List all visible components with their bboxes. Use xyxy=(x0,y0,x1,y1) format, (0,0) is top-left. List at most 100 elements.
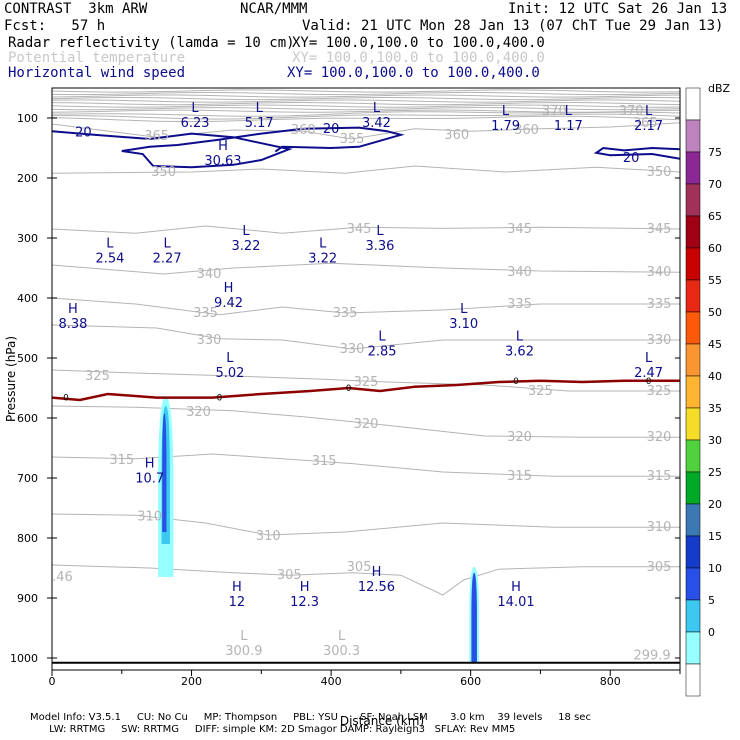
x-tick-label: 200 xyxy=(181,675,202,688)
colorbar-level: 15 xyxy=(708,530,722,543)
extremum-value: 2.27 xyxy=(153,251,182,266)
y-tick-label: 300 xyxy=(17,232,38,245)
colorbar-level: 45 xyxy=(708,338,722,351)
extremum-value: 10.7 xyxy=(135,472,164,487)
colorbar-swatch xyxy=(685,343,701,377)
theta-contour xyxy=(52,453,680,477)
y-tick-label: 100 xyxy=(17,112,38,125)
extremum-value: 6.23 xyxy=(181,116,210,131)
colorbar-level: 70 xyxy=(708,178,722,191)
theta-label: 330 xyxy=(647,333,672,348)
wind-label: 20 xyxy=(323,122,340,137)
colorbar-swatch xyxy=(685,215,701,249)
theta-label: 360 xyxy=(444,128,469,143)
theta-label: 310 xyxy=(137,509,162,524)
theta-band-line xyxy=(52,91,680,96)
extremum-marker: L xyxy=(240,629,248,644)
field-theta-xy: XY= 100.0,100.0 to 100.0,400.0 xyxy=(292,50,545,66)
theta-label: 299.9 xyxy=(633,649,670,664)
center-label: NCAR/MMM xyxy=(240,1,308,17)
theta-label: 325 xyxy=(354,375,379,390)
theta-band-line xyxy=(52,113,680,120)
y-tick-label: 400 xyxy=(17,292,38,305)
x-tick-label: 400 xyxy=(321,675,342,688)
theta-band-line xyxy=(52,99,680,103)
extremum-marker: H xyxy=(372,565,382,580)
extremum-value: 3.62 xyxy=(505,344,534,359)
y-axis-label: Pressure (hPa) xyxy=(4,336,18,422)
colorbar-swatch xyxy=(685,535,701,569)
colorbar-level: 60 xyxy=(708,242,722,255)
colorbar-level: 5 xyxy=(708,594,715,607)
extremum-value: 12.56 xyxy=(358,580,395,595)
field-reflectivity-xy: XY= 100.0,100.0 to 100.0,400.0 xyxy=(292,35,545,51)
colorbar-swatch xyxy=(685,439,701,473)
colorbar-swatch xyxy=(685,87,701,121)
theta-label: 365 xyxy=(144,129,169,144)
colorbar-swatch xyxy=(685,503,701,537)
y-tick-label: 800 xyxy=(17,532,38,545)
footer-physics: LW: RRTMG SW: RRTMG DIFF: simple KM: 2D … xyxy=(30,724,516,735)
extremum-marker: L xyxy=(378,329,386,344)
theta-label: 335 xyxy=(507,297,532,312)
zero-label: 0 xyxy=(346,384,352,394)
extremum-value: 3.22 xyxy=(232,239,261,254)
extremum-value: 14.01 xyxy=(497,595,534,610)
extremum-marker: H xyxy=(232,580,242,595)
extremum-value: 9.42 xyxy=(214,296,243,311)
zero-label: 0 xyxy=(63,394,69,404)
theta-label: 335 xyxy=(333,306,358,321)
colorbar-level: 55 xyxy=(708,274,722,287)
x-tick-label: 800 xyxy=(600,675,621,688)
theta-band-line xyxy=(52,111,680,117)
extremum-value: 5.17 xyxy=(245,116,274,131)
extremum-marker: H xyxy=(511,580,521,595)
extremum-marker: L xyxy=(645,104,653,119)
extremum-marker: H xyxy=(145,457,155,472)
theta-band-line xyxy=(52,101,680,106)
theta-label: 315 xyxy=(109,453,134,468)
reflectivity-shading xyxy=(158,397,480,663)
extremum-value: 3.22 xyxy=(308,251,337,266)
theta-label: 315 xyxy=(312,454,337,469)
extremum-marker: L xyxy=(242,224,250,239)
colorbar-swatch xyxy=(685,375,701,409)
theta-label: 335 xyxy=(193,306,218,321)
extremum-marker: L xyxy=(376,224,384,239)
wind-label: 20 xyxy=(75,125,92,140)
theta-label: .46 xyxy=(52,570,73,585)
field-wind: Horizontal wind speed xyxy=(8,65,186,81)
theta-contour xyxy=(52,262,680,275)
extremum-marker: L xyxy=(516,329,524,344)
theta-contour xyxy=(52,297,680,316)
forecast-hour: Fcst: 57 h xyxy=(4,18,106,34)
theta-label: 360 xyxy=(291,123,316,138)
footer-model-info: Model Info: V3.5.1 CU: No Cu MP: Thompso… xyxy=(30,712,591,723)
extremum-marker: L xyxy=(319,236,327,251)
extremum-value: 3.42 xyxy=(362,116,391,131)
extremum-marker: L xyxy=(565,104,573,119)
colorbar-swatch xyxy=(685,119,701,153)
model-title: CONTRAST 3km ARW xyxy=(4,1,148,17)
colorbar-swatch xyxy=(685,599,701,633)
theta-label: 335 xyxy=(647,297,672,312)
theta-contour xyxy=(52,513,680,536)
theta-band-line xyxy=(52,109,680,113)
colorbar-swatch xyxy=(685,183,701,217)
theta-band-line xyxy=(52,96,680,101)
colorbar-swatch xyxy=(685,631,701,665)
y-tick-label: 500 xyxy=(17,352,38,365)
colorbar-level: 0 xyxy=(708,626,715,639)
wind-contour-20 xyxy=(52,126,405,169)
colorbar-level: 20 xyxy=(708,498,722,511)
zero-contour xyxy=(52,379,680,402)
colorbar-level: 25 xyxy=(708,466,722,479)
extremum-marker: L xyxy=(460,302,468,317)
y-tick-label: 1000 xyxy=(10,652,38,665)
colorbar-level: 40 xyxy=(708,370,722,383)
echo-core-15dbz xyxy=(162,413,167,532)
y-tick-label: 700 xyxy=(17,472,38,485)
theta-label: 345 xyxy=(347,222,372,237)
field-reflectivity: Radar reflectivity (lamda = 10 cm) xyxy=(8,35,295,51)
theta-label: 310 xyxy=(647,520,672,535)
